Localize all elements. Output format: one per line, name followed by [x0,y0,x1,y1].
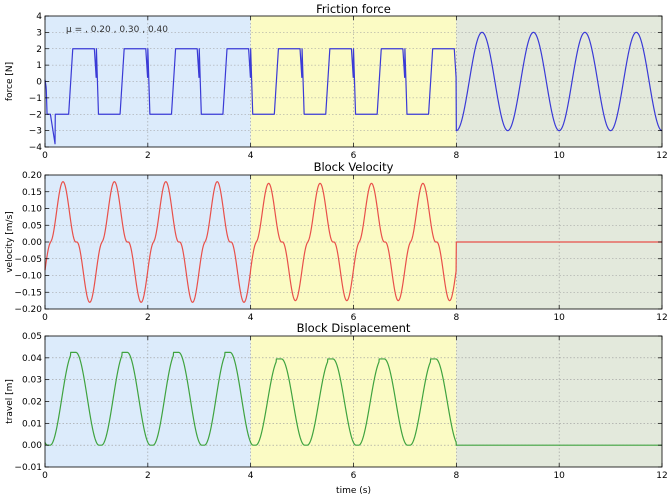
x-tick-label: 0 [42,313,48,323]
y-tick-label: 3 [36,28,42,38]
chart-title: Block Velocity [314,160,394,174]
y-tick-label: −2 [29,110,42,120]
y-tick-label: 0.00 [22,238,42,248]
x-tick-label: 0 [42,471,48,481]
x-tick-label: 8 [453,151,459,161]
x-tick-label: 2 [145,471,151,481]
y-tick-label: 0 [36,78,42,88]
y-tick-label: −0.05 [14,255,42,265]
y-tick-label: 0.05 [22,221,42,231]
y-tick-label: 0.03 [22,376,42,386]
x-tick-label: 0 [42,151,48,161]
x-tick-label: 4 [248,471,254,481]
x-tick-label: 4 [248,313,254,323]
x-tick-label: 10 [553,151,565,161]
y-tick-label: −1 [29,94,42,104]
y-tick-label: −0.15 [14,288,42,298]
y-tick-label: 2 [36,45,42,55]
y-tick-label: −0.01 [14,463,42,473]
x-tick-label: 10 [553,471,565,481]
mu-annotation: μ = , 0.20 , 0.30 , 0.40 [66,25,168,35]
x-tick-label: 8 [453,313,459,323]
series-line-0 [44,351,663,446]
x-tick-label: 6 [351,313,357,323]
chart-title: Block Displacement [297,321,411,335]
x-tick-label: 6 [351,471,357,481]
x-tick-label: 6 [351,151,357,161]
block-displacement-panel: 0 2 4 6 8 10 12 −0.01 0.00 0.01 0.02 0.03 0.04 0.05 Bl… [5,321,668,496]
y-axis-label: travel [m] [5,379,15,424]
y-tick-label: −0.20 [14,305,42,315]
y-axis-label: force [N] [5,62,15,101]
x-tick-label: 2 [145,151,151,161]
y-tick-label: −0.10 [14,272,42,282]
y-tick-label: 4 [36,12,42,22]
x-axis-label: time (s) [336,486,371,496]
x-tick-label: 8 [453,471,459,481]
y-tick-label: 0.10 [22,205,42,215]
x-tick-label: 4 [248,151,254,161]
y-tick-label: 0.00 [22,441,42,451]
block-velocity-panel: 0 2 4 6 8 10 12 −0.20 −0.15 −0.10 −0.05 0.00 0.05 0.1… [5,160,668,323]
y-tick-label: 0.05 [22,332,42,342]
y-tick-label: −4 [29,143,43,153]
x-tick-label: 10 [553,313,565,323]
y-tick-label: 0.04 [22,354,42,364]
y-tick-label: −3 [29,127,42,137]
chart-title: Friction force [316,2,391,16]
x-tick-label: 12 [656,313,667,323]
y-axis-label: velocity [m/s] [5,211,15,273]
series-line-0 [44,31,663,145]
y-tick-label: 0.01 [22,419,42,429]
x-tick-label: 12 [656,471,667,481]
x-tick-label: 2 [145,313,151,323]
y-tick-label: 0.20 [22,171,42,181]
series-line-0 [44,181,663,303]
y-tick-label: 0.02 [22,398,42,408]
x-tick-label: 12 [656,151,667,161]
y-tick-label: 0.15 [22,188,42,198]
y-tick-label: 1 [36,61,42,71]
